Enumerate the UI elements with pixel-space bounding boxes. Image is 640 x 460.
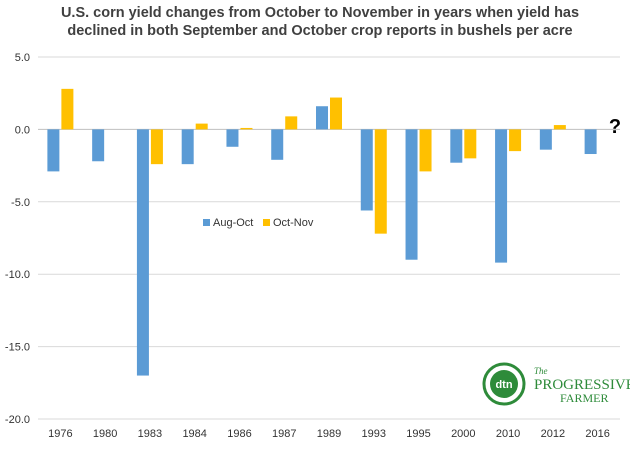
x-tick-label: 1993 <box>362 428 386 440</box>
logo-prefix: The <box>534 366 548 376</box>
logo-brand-line-1: PROGRESSIVE <box>534 377 630 393</box>
bar-aug-oct <box>47 129 60 172</box>
logo-badge-text: dtn <box>495 379 512 391</box>
legend-swatch <box>263 219 270 226</box>
bar-oct-nov <box>464 129 477 159</box>
bar-aug-oct <box>405 129 418 260</box>
x-tick-label: 1989 <box>317 428 341 440</box>
chart-title-line-2: declined in both September and October c… <box>67 23 573 39</box>
y-tick-label: 0.0 <box>15 124 30 136</box>
bars <box>47 88 597 376</box>
chart-title: U.S. corn yield changes from October to … <box>0 4 640 40</box>
y-tick-label: -15.0 <box>5 342 30 354</box>
y-tick-label: -10.0 <box>5 269 30 281</box>
bar-aug-oct <box>92 129 105 162</box>
bar-aug-oct <box>450 129 463 163</box>
bar-aug-oct <box>226 129 239 147</box>
bar-oct-nov <box>195 123 208 130</box>
y-tick-label: 5.0 <box>15 52 30 64</box>
bar-aug-oct <box>136 129 149 376</box>
bar-oct-nov <box>285 116 298 130</box>
y-tick-label: -20.0 <box>5 414 30 426</box>
question-mark-annotation: ? <box>609 116 621 138</box>
bar-aug-oct <box>316 106 328 130</box>
bar-aug-oct <box>584 129 597 155</box>
x-tick-label: 2012 <box>541 428 565 440</box>
x-tick-label: 1983 <box>138 428 162 440</box>
legend-label: Oct-Nov <box>273 217 314 229</box>
y-tick-label: -5.0 <box>11 197 30 209</box>
x-tick-label: 2010 <box>496 428 520 440</box>
logo-brand-line-2: FARMER <box>560 391 608 405</box>
bar-aug-oct <box>539 129 552 150</box>
bar-aug-oct <box>360 129 373 211</box>
x-tick-label: 1986 <box>227 428 251 440</box>
bar-aug-oct <box>271 129 284 160</box>
dtn-progressive-farmer-logo: dtn The PROGRESSIVE FARMER <box>482 360 635 408</box>
x-tick-label: 1995 <box>406 428 430 440</box>
bar-oct-nov <box>150 129 163 165</box>
gridlines <box>38 56 620 420</box>
bar-oct-nov <box>509 129 522 152</box>
legend-label: Aug-Oct <box>213 217 253 229</box>
legend-swatch <box>203 219 210 226</box>
bar-oct-nov <box>374 129 387 234</box>
x-tick-label: 1976 <box>48 428 72 440</box>
x-tick-label: 2016 <box>585 428 609 440</box>
chart-title-line-1: U.S. corn yield changes from October to … <box>60 5 580 21</box>
x-tick-label: 1980 <box>93 428 117 440</box>
x-tick-label: 1987 <box>272 428 296 440</box>
legend: Aug-Oct Oct-Nov <box>203 217 314 229</box>
bar-oct-nov <box>419 129 432 172</box>
bar-oct-nov <box>330 97 342 130</box>
axes: 5.0 0.0 -5.0 -10.0 -15.0 -20.0 1976 1980 1983 198… <box>5 52 610 440</box>
bar-oct-nov <box>61 88 74 130</box>
bar-oct-nov <box>553 125 566 130</box>
bar-aug-oct <box>181 129 194 165</box>
bar-oct-nov <box>240 127 253 130</box>
x-tick-label: 1984 <box>182 428 206 440</box>
bar-aug-oct <box>495 129 508 263</box>
x-tick-label: 2000 <box>451 428 475 440</box>
